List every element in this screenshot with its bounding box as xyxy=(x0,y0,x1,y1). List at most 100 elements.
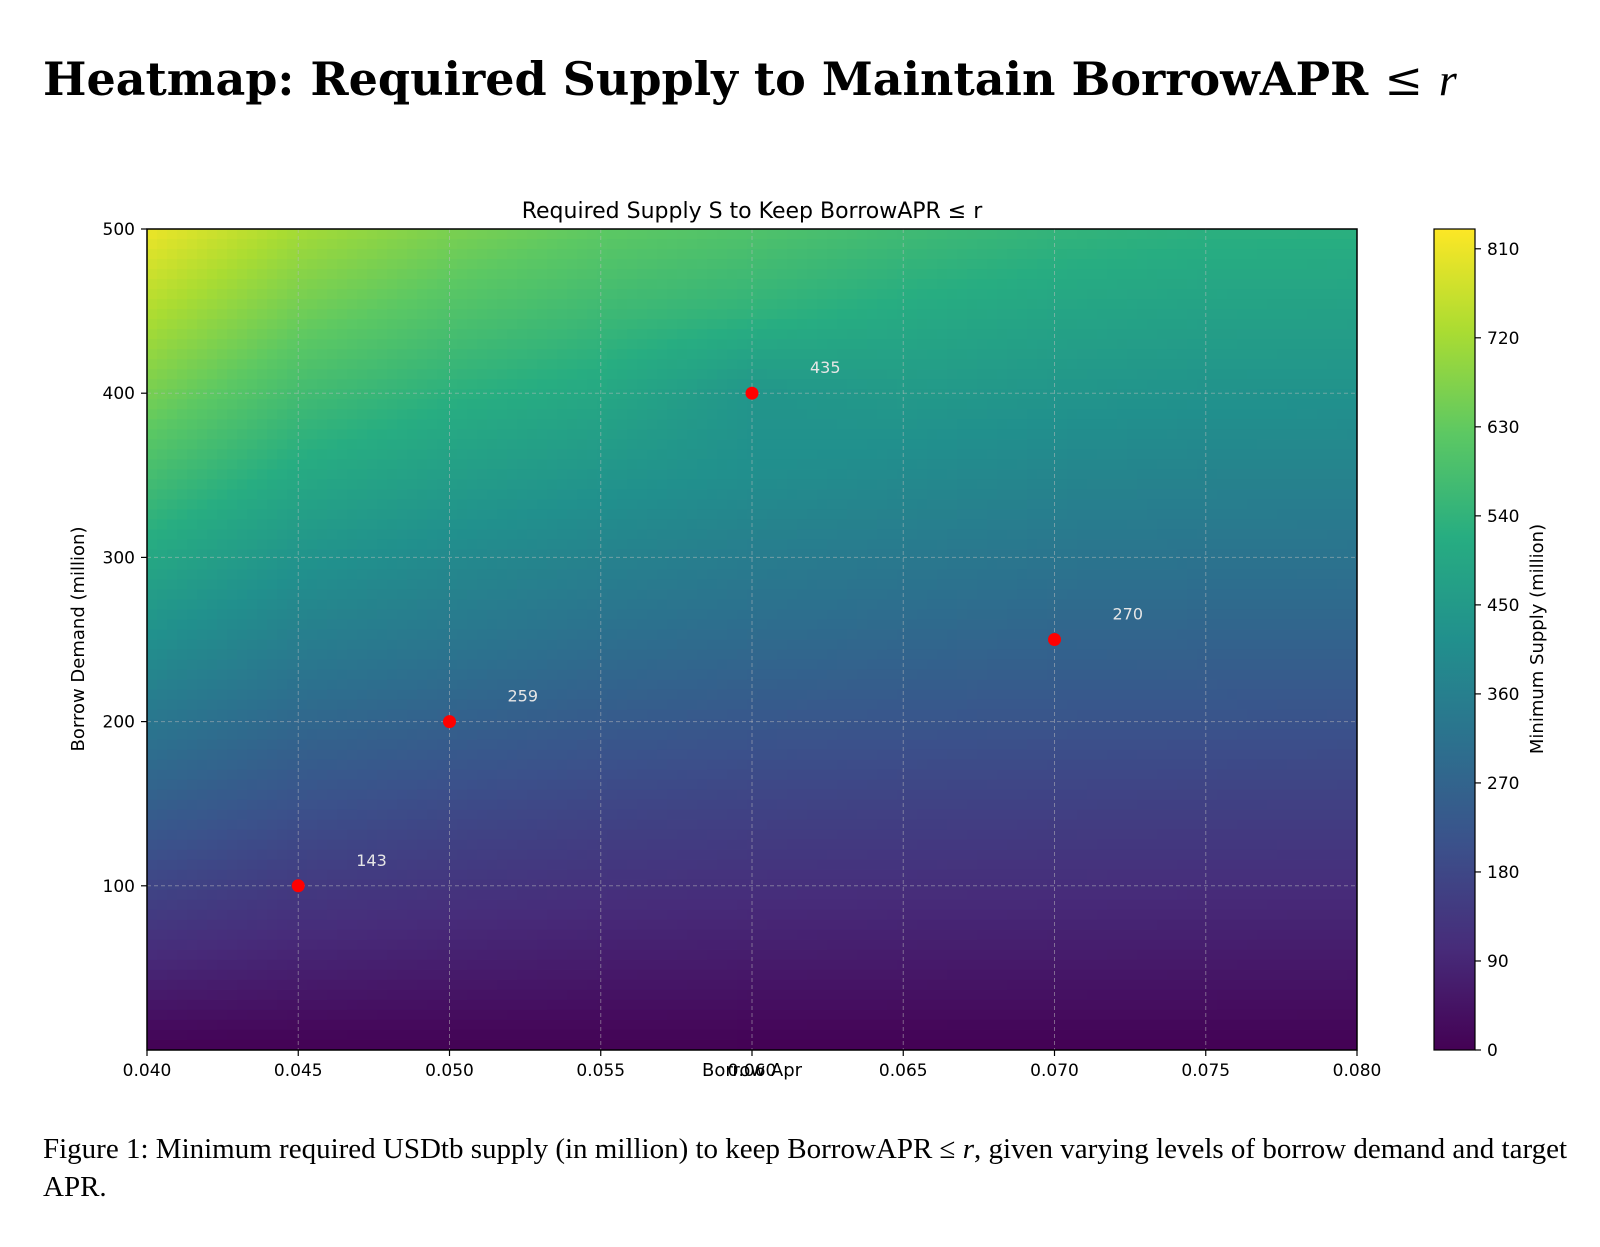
heatmap-cell xyxy=(417,889,428,901)
heatmap-cell xyxy=(207,709,218,721)
heatmap-cell xyxy=(247,549,258,560)
heatmap-cell xyxy=(317,959,328,971)
heatmap-cell xyxy=(607,449,618,460)
heatmap-cell xyxy=(727,759,738,771)
heatmap-cell xyxy=(727,1039,738,1050)
heatmap-cell xyxy=(657,809,668,821)
heatmap-cell xyxy=(737,289,748,300)
heatmap-cell xyxy=(447,329,458,340)
heatmap-cell xyxy=(227,1009,238,1021)
heatmap-cell xyxy=(597,789,608,801)
heatmap-cell xyxy=(657,509,668,520)
heatmap-cell xyxy=(247,919,258,931)
heatmap-cell xyxy=(737,499,748,510)
heatmap-cell xyxy=(147,439,158,450)
heatmap-cell xyxy=(617,419,628,430)
heatmap-cell xyxy=(507,749,518,761)
heatmap-cell xyxy=(157,789,168,801)
heatmap-cell xyxy=(467,869,478,881)
heatmap-cell xyxy=(727,289,738,300)
heatmap-cell xyxy=(337,549,348,560)
heatmap-cell xyxy=(457,569,468,581)
heatmap-cell xyxy=(187,899,198,911)
heatmap-cell xyxy=(687,289,698,300)
heatmap-cell xyxy=(187,429,198,440)
heatmap-cell xyxy=(177,779,188,791)
heatmap-cell xyxy=(277,259,288,270)
heatmap-cell xyxy=(507,959,518,971)
heatmap-cell xyxy=(387,789,398,801)
heatmap-cell xyxy=(427,559,438,571)
heatmap-cell xyxy=(487,909,498,921)
heatmap-cell xyxy=(327,709,338,721)
heatmap-cell xyxy=(597,609,608,621)
heatmap-cell xyxy=(727,619,738,631)
heatmap-cell xyxy=(347,729,358,741)
heatmap-cell xyxy=(737,809,748,821)
heatmap-cell xyxy=(507,359,518,370)
heatmap-cell xyxy=(357,919,368,931)
heatmap-cell xyxy=(557,749,568,761)
heatmap-cell xyxy=(237,489,248,500)
heatmap-cell xyxy=(347,669,358,681)
heatmap-cell xyxy=(477,229,488,240)
heatmap-cell xyxy=(647,329,658,340)
heatmap-cell xyxy=(717,709,728,721)
heatmap-cell xyxy=(247,469,258,480)
heatmap-cell xyxy=(447,529,458,540)
heatmap-cell xyxy=(277,489,288,500)
heatmap-cell xyxy=(607,529,618,540)
heatmap-cell xyxy=(657,769,668,781)
heatmap-cell xyxy=(517,639,528,651)
heatmap-cell xyxy=(377,449,388,460)
heatmap-cell xyxy=(507,479,518,490)
heatmap-cell xyxy=(147,929,158,941)
heatmap-cell xyxy=(487,579,498,591)
heatmap-cells xyxy=(147,229,1357,1050)
heatmap-cell xyxy=(467,579,478,591)
heatmap-cell xyxy=(277,469,288,480)
heatmap-cell xyxy=(697,339,708,350)
heatmap-cell xyxy=(647,579,658,591)
heatmap-cell xyxy=(527,369,538,380)
heatmap-cell xyxy=(397,1029,408,1041)
heatmap-cell xyxy=(567,939,578,951)
heatmap-cell xyxy=(377,509,388,520)
heatmap-cell xyxy=(617,799,628,811)
heatmap-cell xyxy=(257,819,268,831)
heatmap-cell xyxy=(637,389,648,400)
heatmap-cell xyxy=(517,399,528,410)
heatmap-cell xyxy=(697,229,708,240)
heatmap-cell xyxy=(647,1009,658,1021)
heatmap-cell xyxy=(507,379,518,390)
heatmap-cell xyxy=(187,979,198,991)
heatmap-cell xyxy=(737,979,748,991)
heatmap-cell xyxy=(487,1009,498,1021)
heatmap-cell xyxy=(637,309,648,320)
heatmap-cell xyxy=(287,319,298,330)
heatmap-cell xyxy=(227,709,238,721)
heatmap-cell xyxy=(467,909,478,921)
heatmap-cell xyxy=(727,359,738,370)
heatmap-cell xyxy=(657,489,668,500)
heatmap-cell xyxy=(707,499,718,510)
heatmap-cell xyxy=(667,429,678,440)
heatmap-cell xyxy=(367,329,378,340)
heatmap-cell xyxy=(387,419,398,430)
heatmap-cell xyxy=(177,389,188,400)
heatmap-cell xyxy=(547,709,558,721)
heatmap-cell xyxy=(467,419,478,430)
heatmap-cell xyxy=(727,519,738,530)
heatmap-cell xyxy=(497,289,508,300)
heatmap-cell xyxy=(397,899,408,911)
heatmap-cell xyxy=(497,619,508,631)
heatmap-cell xyxy=(377,609,388,621)
heatmap-cell xyxy=(437,779,448,791)
heatmap-cell xyxy=(467,889,478,901)
heatmap-cell xyxy=(747,789,758,801)
heatmap-cell xyxy=(387,1039,398,1050)
heatmap-cell xyxy=(147,419,158,430)
heatmap-cell xyxy=(397,759,408,771)
heatmap-cell xyxy=(327,989,338,1001)
heatmap-cell xyxy=(377,629,388,641)
